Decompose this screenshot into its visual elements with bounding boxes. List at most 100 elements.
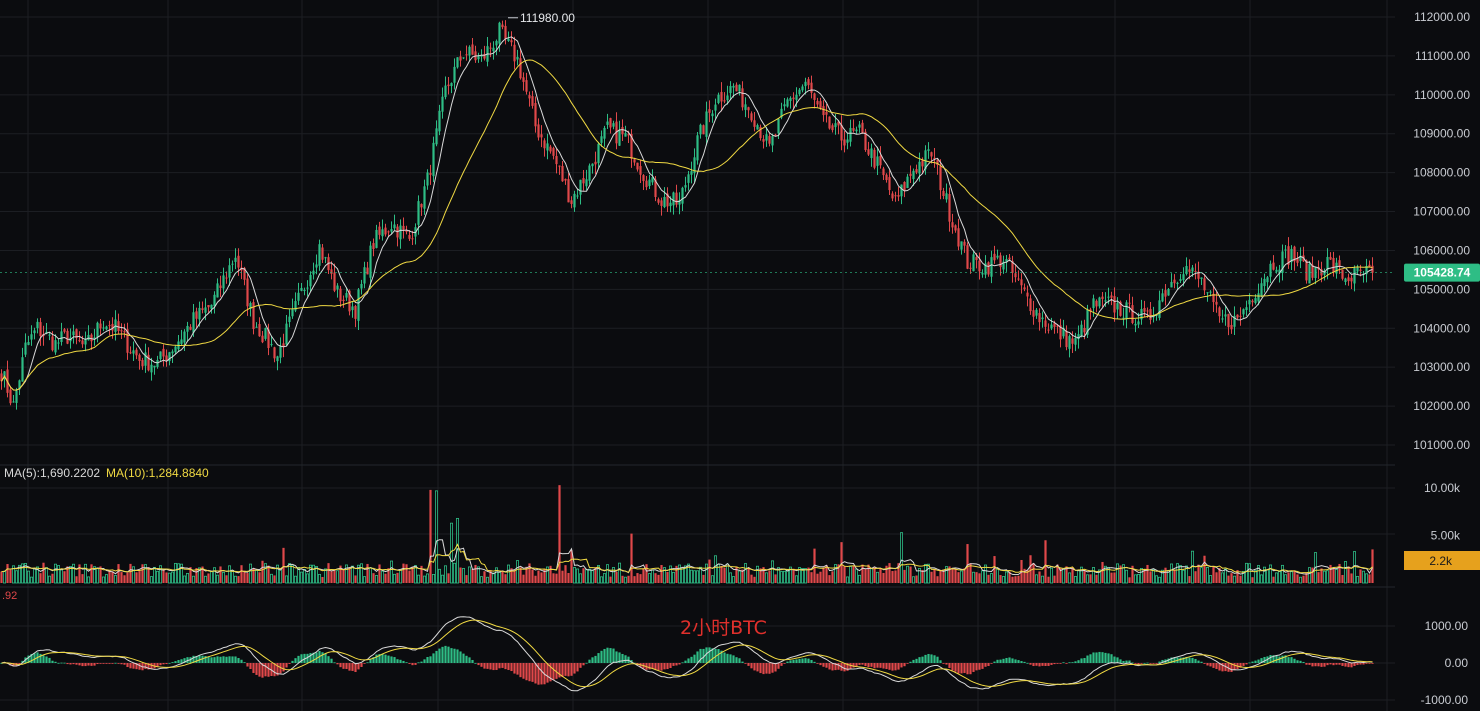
volume-bar — [615, 571, 618, 583]
volume-bar — [299, 571, 303, 584]
oscillator-bar — [117, 663, 120, 664]
volume-bar — [954, 569, 957, 583]
candle-body — [891, 193, 894, 199]
volume-bar — [14, 570, 18, 584]
candle-body — [357, 289, 360, 321]
volume-bar — [90, 564, 93, 583]
oscillator-bar — [1272, 655, 1275, 663]
oscillator-bar — [1041, 663, 1044, 666]
oscillator-bar — [825, 663, 828, 668]
candle-body — [660, 200, 663, 206]
candle-body — [222, 275, 225, 289]
candle-body — [84, 339, 87, 345]
oscillator-bar — [612, 648, 615, 663]
volume-bar — [314, 566, 318, 584]
volume-bar — [804, 568, 808, 584]
volume-bar — [392, 573, 396, 584]
volume-bar — [780, 571, 784, 584]
price-axis-tick: 105000.00 — [1413, 282, 1470, 296]
oscillator-bar — [297, 655, 300, 663]
oscillator-bar — [801, 658, 804, 663]
oscillator-bar — [90, 663, 93, 666]
volume-bar — [825, 565, 828, 583]
candle-body — [1035, 309, 1038, 316]
oscillator-bar — [1155, 663, 1158, 664]
volume-bar — [203, 575, 207, 584]
oscillator-bar — [336, 663, 339, 665]
candle-body — [174, 346, 177, 353]
candle-body — [195, 311, 198, 319]
oscillator-bar — [198, 655, 201, 663]
candle-body — [519, 58, 522, 79]
oscillator-bar — [1320, 663, 1323, 667]
volume-bar — [1098, 569, 1102, 584]
oscillator-bar — [1296, 660, 1299, 663]
volume-bar — [201, 566, 204, 583]
candle-body — [1359, 269, 1362, 271]
volume-bar — [149, 576, 153, 584]
volume-bar — [48, 575, 52, 584]
candle-body — [567, 179, 570, 203]
oscillator-bar — [399, 659, 402, 663]
volume-bar — [567, 572, 570, 583]
oscillator-bar — [915, 658, 918, 663]
candle-body — [561, 165, 564, 182]
candle-body — [324, 257, 327, 259]
oscillator-bar — [1218, 663, 1221, 671]
last-volume-label: 2.2k — [1429, 554, 1453, 568]
oscillator-bar — [357, 663, 360, 670]
oscillator-bar — [216, 656, 219, 663]
candle-body — [582, 178, 585, 184]
oscillator-bar — [711, 648, 714, 663]
volume-bar — [1026, 569, 1029, 583]
oscillator-bar — [180, 659, 183, 663]
volume-bar — [843, 566, 846, 583]
volume-bar — [1290, 571, 1294, 584]
candle-body — [837, 121, 840, 126]
candle-body — [87, 334, 90, 341]
volume-bar — [1200, 567, 1204, 584]
volume-bar — [594, 567, 597, 583]
candle-body — [555, 155, 558, 165]
oscillator-bar — [558, 663, 561, 678]
oscillator-axis-tick: -1000.00 — [1421, 693, 1469, 707]
oscillator-bar — [945, 663, 948, 665]
oscillator-bar — [81, 663, 84, 667]
volume-bar — [476, 566, 480, 584]
oscillator-bar — [1260, 658, 1263, 663]
oscillator-bar — [114, 662, 117, 664]
candle-body — [864, 131, 867, 151]
volume-bar — [290, 564, 294, 584]
candle-body — [834, 123, 837, 128]
oscillator-bar — [126, 663, 129, 668]
volume-panel[interactable]: MA(5):1,690.2202 MA(10):1,284.8840 — [0, 466, 1374, 584]
candle-body — [1194, 271, 1197, 273]
volume-bar — [1131, 565, 1134, 583]
oscillator-bar — [48, 657, 51, 663]
oscillator-panel[interactable]: .92 — [0, 590, 1374, 692]
oscillator-bar — [1344, 663, 1347, 667]
oscillator-bar — [834, 663, 837, 671]
volume-bar — [897, 563, 900, 583]
candle-body — [819, 101, 822, 108]
oscillator-bar — [888, 663, 891, 670]
oscillator-bar — [417, 662, 420, 664]
volume-bar — [663, 567, 667, 584]
volume-bar — [573, 567, 577, 584]
volume-bar — [999, 575, 1002, 583]
oscillator-bar — [42, 655, 45, 663]
candle-body — [720, 91, 723, 102]
candle-body — [1191, 267, 1194, 272]
price-panel[interactable]: 111980.00 2小时BTC — [0, 11, 1395, 639]
candle-body — [1077, 334, 1080, 340]
volume-bar — [0, 571, 3, 583]
volume-bar — [6, 564, 9, 583]
candle-body — [288, 316, 291, 323]
oscillator-bar — [321, 652, 324, 663]
candle-body — [348, 290, 351, 312]
oscillator-bar — [450, 648, 453, 663]
candle-body — [480, 55, 483, 57]
candle-body — [318, 244, 321, 266]
volume-bar — [1023, 568, 1026, 583]
